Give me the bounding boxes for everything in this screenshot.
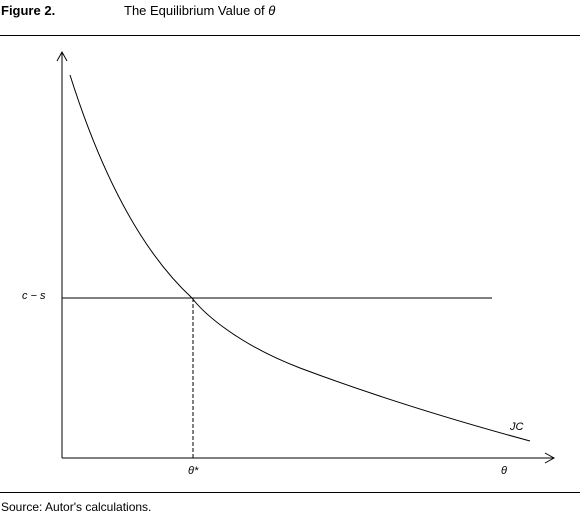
figure-label: Figure 2. [1,3,56,18]
x-axis-label: θ [501,465,507,477]
jc-curve-label: JC [509,421,524,433]
cost-line-label: c − s [22,290,46,302]
bottom-rule [0,492,580,493]
top-rule [0,35,580,36]
jc-curve [69,74,531,442]
source-note: Source: Autor's calculations. [1,500,152,514]
equilibrium-label: θ* [188,465,199,477]
x-axis-arrowhead [544,452,556,464]
figure-title-text: The Equilibrium Value of [124,3,269,18]
figure-title-symbol: θ [268,3,276,18]
y-axis-arrowhead [56,50,68,62]
figure-title: The Equilibrium Value of θ [124,3,275,18]
